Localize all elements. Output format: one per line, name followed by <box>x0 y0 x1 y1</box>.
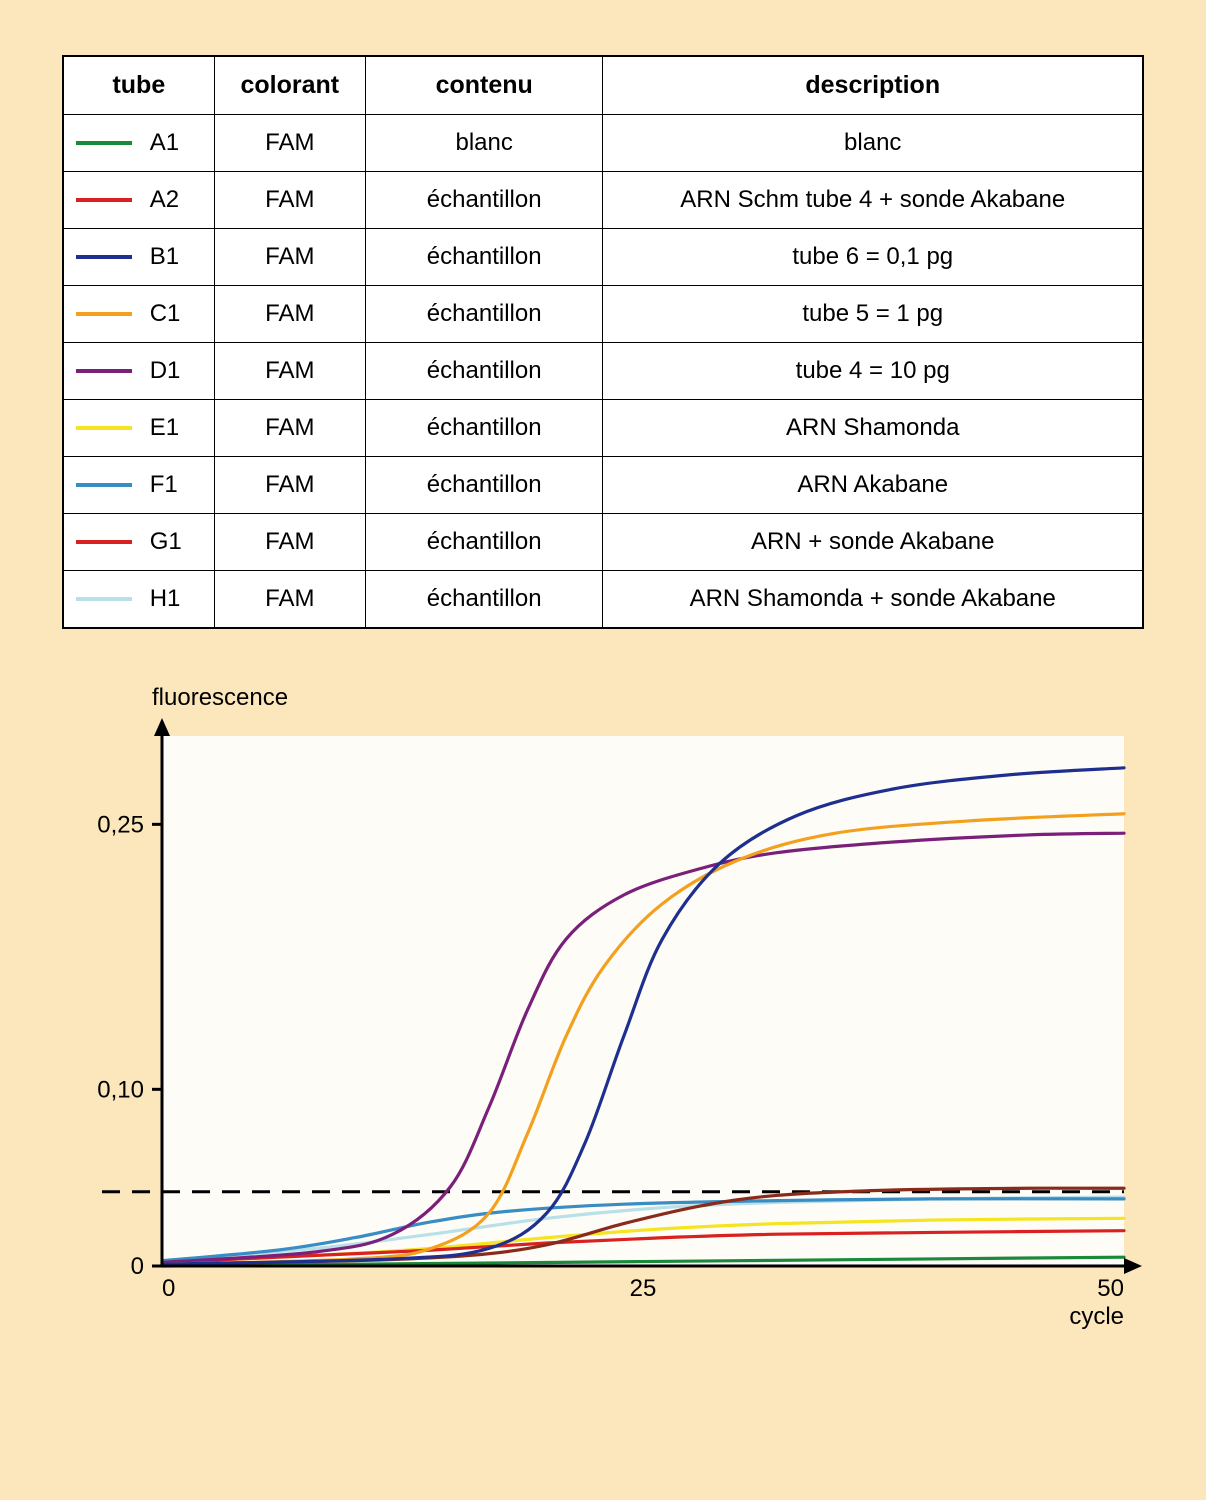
table-row: F1 FAMéchantillonARN Akabane <box>63 457 1143 514</box>
amplification-chart: fluorescence 0 0,10 0,25 0 25 50cycle <box>62 684 1144 1336</box>
tube-label: F1 <box>150 471 186 499</box>
colorant-cell: FAM <box>214 400 365 457</box>
contenu-cell: échantillon <box>365 172 603 229</box>
tube-label: A1 <box>150 129 186 157</box>
contenu-cell: échantillon <box>365 400 603 457</box>
colorant-cell: FAM <box>214 571 365 629</box>
column-header: contenu <box>365 56 603 115</box>
y-tick-label: 0,25 <box>97 811 144 838</box>
description-cell: tube 4 = 10 pg <box>603 343 1143 400</box>
color-swatch <box>76 597 132 601</box>
contenu-cell: échantillon <box>365 343 603 400</box>
column-header: colorant <box>214 56 365 115</box>
colorant-cell: FAM <box>214 457 365 514</box>
y-axis-label: fluorescence <box>152 684 1144 712</box>
table-row: H1 FAMéchantillonARN Shamonda + sonde Aka… <box>63 571 1143 629</box>
colorant-cell: FAM <box>214 172 365 229</box>
table-row: G1 FAMéchantillonARN + sonde Akabane <box>63 514 1143 571</box>
x-tick-label: 0 <box>162 1275 175 1302</box>
column-header: tube <box>63 56 214 115</box>
tube-cell: H1 <box>63 571 214 629</box>
color-swatch <box>76 312 132 316</box>
colorant-cell: FAM <box>214 229 365 286</box>
tube-label: H1 <box>150 585 186 613</box>
tube-label: D1 <box>150 357 186 385</box>
description-cell: ARN + sonde Akabane <box>603 514 1143 571</box>
table-row: B1 FAMéchantillontube 6 = 0,1 pg <box>63 229 1143 286</box>
color-swatch <box>76 369 132 373</box>
tube-cell: A2 <box>63 172 214 229</box>
tube-cell: B1 <box>63 229 214 286</box>
color-swatch <box>76 483 132 487</box>
tube-cell: G1 <box>63 514 214 571</box>
tube-label: G1 <box>150 528 186 556</box>
color-swatch <box>76 141 132 145</box>
tube-cell: A1 <box>63 115 214 172</box>
column-header: description <box>603 56 1143 115</box>
tube-label: E1 <box>150 414 186 442</box>
tube-label: B1 <box>150 243 186 271</box>
contenu-cell: blanc <box>365 115 603 172</box>
tube-cell: E1 <box>63 400 214 457</box>
x-axis-label: cycle <box>1069 1303 1124 1330</box>
description-cell: tube 6 = 0,1 pg <box>603 229 1143 286</box>
description-cell: ARN Schm tube 4 + sonde Akabane <box>603 172 1143 229</box>
description-cell: blanc <box>603 115 1143 172</box>
table-row: A1FAMblancblanc <box>63 115 1143 172</box>
tube-cell: D1 <box>63 343 214 400</box>
table-row: C1 FAMéchantillontube 5 = 1 pg <box>63 286 1143 343</box>
table-row: E1 FAMéchantillonARN Shamonda <box>63 400 1143 457</box>
sample-table: tubecolorantcontenudescription A1FAMblan… <box>62 55 1144 629</box>
description-cell: ARN Shamonda <box>603 400 1143 457</box>
tube-cell: F1 <box>63 457 214 514</box>
colorant-cell: FAM <box>214 115 365 172</box>
description-cell: ARN Akabane <box>603 457 1143 514</box>
color-swatch <box>76 198 132 202</box>
chart-svg: 0 0,10 0,25 0 25 50cycle <box>62 716 1144 1336</box>
y-tick-label: 0,10 <box>97 1076 144 1103</box>
contenu-cell: échantillon <box>365 514 603 571</box>
contenu-cell: échantillon <box>365 229 603 286</box>
table-row: A2 FAMéchantillonARN Schm tube 4 + sonde … <box>63 172 1143 229</box>
color-swatch <box>76 426 132 430</box>
x-tick-label: 50 <box>1097 1275 1124 1302</box>
colorant-cell: FAM <box>214 286 365 343</box>
color-swatch <box>76 540 132 544</box>
contenu-cell: échantillon <box>365 571 603 629</box>
y-tick-label: 0 <box>131 1253 144 1280</box>
colorant-cell: FAM <box>214 343 365 400</box>
description-cell: ARN Shamonda + sonde Akabane <box>603 571 1143 629</box>
colorant-cell: FAM <box>214 514 365 571</box>
table-row: D1 FAMéchantillontube 4 = 10 pg <box>63 343 1143 400</box>
x-tick-label: 25 <box>630 1275 657 1302</box>
contenu-cell: échantillon <box>365 286 603 343</box>
tube-label: C1 <box>150 300 186 328</box>
color-swatch <box>76 255 132 259</box>
contenu-cell: échantillon <box>365 457 603 514</box>
tube-label: A2 <box>150 186 186 214</box>
description-cell: tube 5 = 1 pg <box>603 286 1143 343</box>
tube-cell: C1 <box>63 286 214 343</box>
